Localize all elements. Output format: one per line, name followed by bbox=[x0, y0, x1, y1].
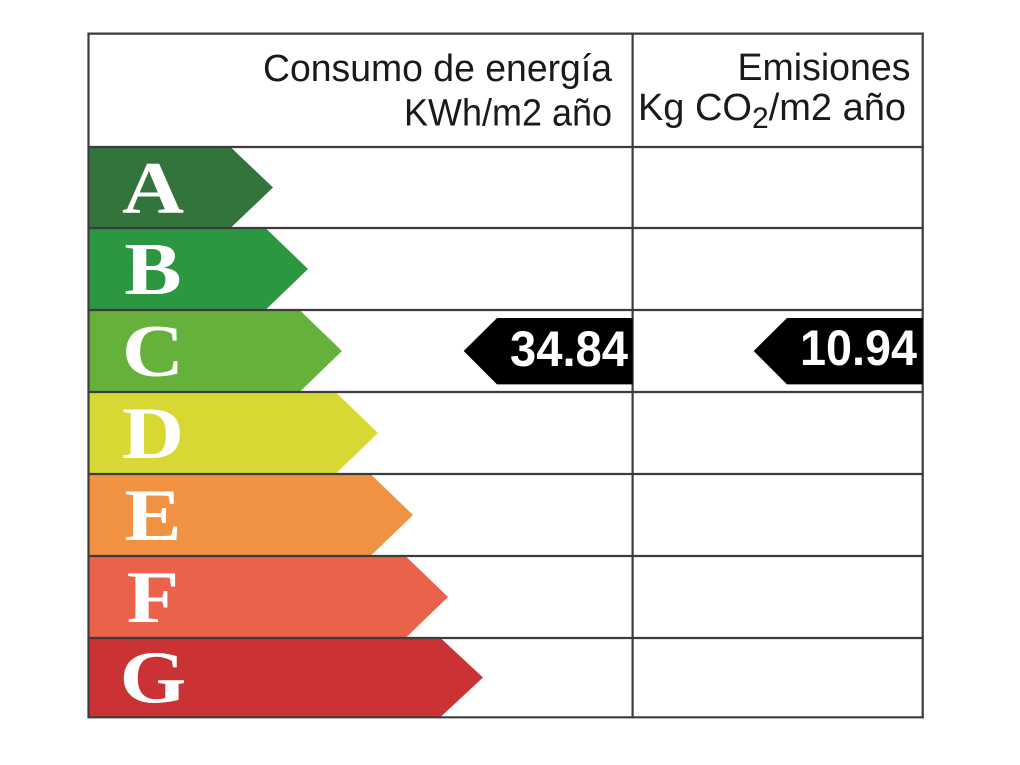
svg-text:E: E bbox=[124, 475, 181, 556]
svg-text:Emisiones: Emisiones bbox=[738, 47, 911, 89]
svg-text:Kg CO2/m2 año: Kg CO2/m2 año bbox=[638, 87, 906, 135]
svg-text:B: B bbox=[124, 229, 181, 310]
svg-text:Consumo de energía: Consumo de energía bbox=[263, 48, 613, 90]
svg-text:A: A bbox=[122, 148, 184, 229]
svg-text:C: C bbox=[122, 311, 184, 392]
svg-text:10.94: 10.94 bbox=[800, 320, 917, 376]
svg-text:D: D bbox=[122, 393, 184, 474]
svg-text:KWh/m2 año: KWh/m2 año bbox=[404, 93, 612, 135]
svg-text:F: F bbox=[127, 557, 179, 638]
svg-text:G: G bbox=[120, 638, 187, 719]
svg-text:34.84: 34.84 bbox=[510, 321, 628, 377]
